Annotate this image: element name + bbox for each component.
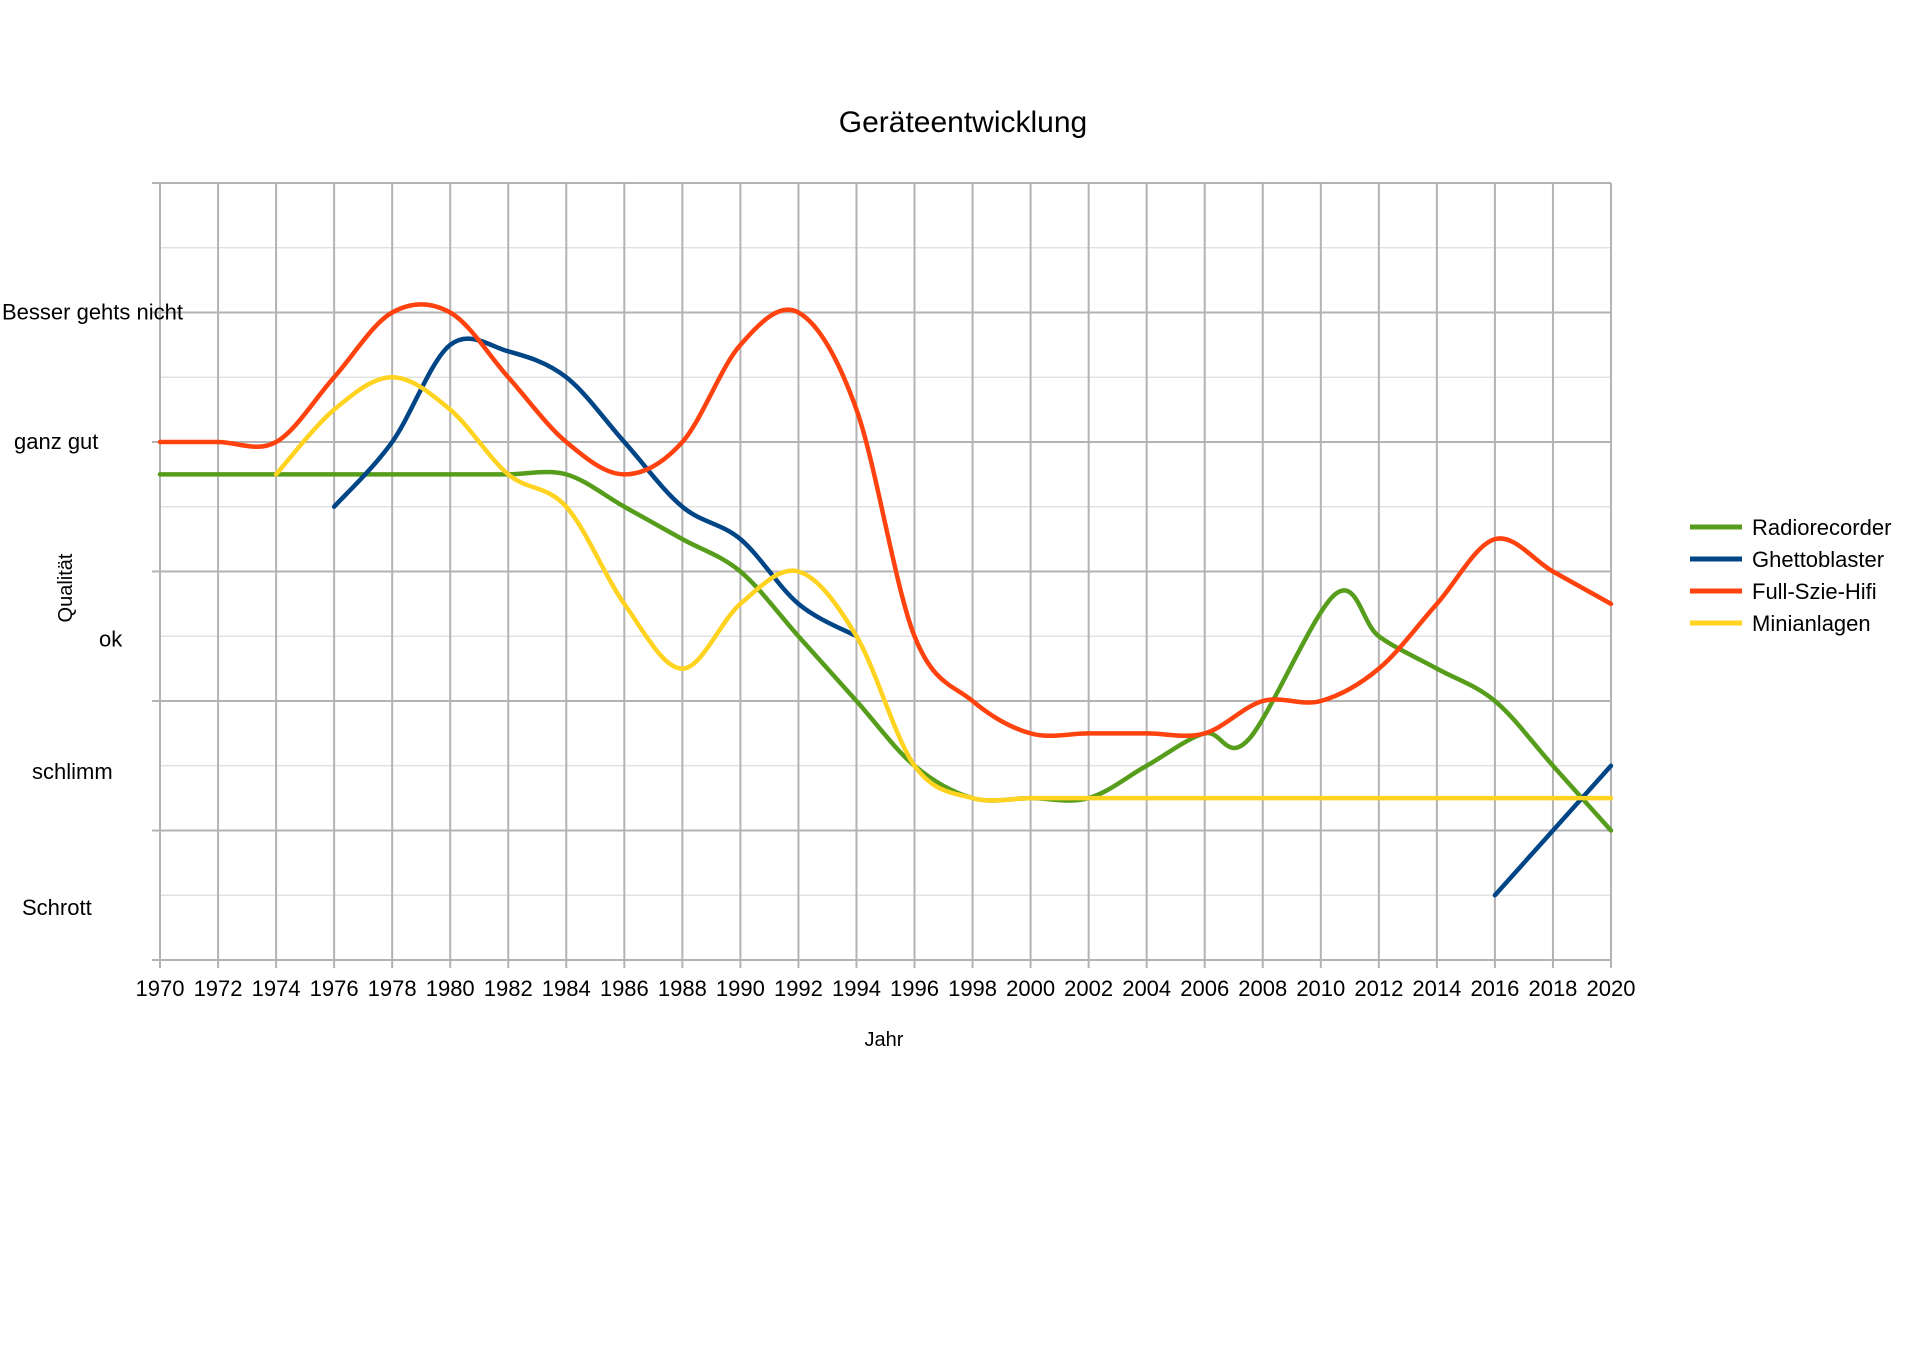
x-tick-label: 1976 xyxy=(310,976,359,1001)
x-tick-label: 1980 xyxy=(426,976,475,1001)
series-lines xyxy=(157,302,1614,898)
x-tick-label: 1982 xyxy=(484,976,533,1001)
y-category-label: Schrott xyxy=(22,895,92,920)
series-line-full-szie-hifi xyxy=(157,302,1614,738)
y-category-labels: Besser gehts nicht ganz gut ok schlimm Schro… xyxy=(2,300,183,921)
x-axis-ticks: 1970 1972 1974 1976 1978 1980 1982 1984 1986 1988… xyxy=(136,976,1636,1001)
grid xyxy=(152,182,1612,968)
x-tick-label: 1970 xyxy=(136,976,185,1001)
x-tick-label: 2008 xyxy=(1238,976,1287,1001)
x-tick-label: 2014 xyxy=(1412,976,1461,1001)
legend-label: Minianlagen xyxy=(1752,611,1871,636)
x-tick-label: 2012 xyxy=(1354,976,1403,1001)
series-line-minianlagen xyxy=(273,375,1614,803)
x-tick-label: 2002 xyxy=(1064,976,1113,1001)
x-tick-label: 1984 xyxy=(542,976,591,1001)
x-tick-label: 2004 xyxy=(1122,976,1171,1001)
y-category-label: schlimm xyxy=(32,759,113,784)
x-tick-label: 2000 xyxy=(1006,976,1055,1001)
legend: Radiorecorder Ghettoblaster Full-Szie-Hifi… xyxy=(1690,515,1891,636)
legend-label: Ghettoblaster xyxy=(1752,547,1884,572)
x-tick-label: 1994 xyxy=(832,976,881,1001)
series-line-ghettoblaster xyxy=(331,336,859,639)
x-tick-label: 1996 xyxy=(890,976,939,1001)
x-tick-label: 2020 xyxy=(1587,976,1636,1001)
x-tick-label: 1986 xyxy=(600,976,649,1001)
x-tick-label: 1972 xyxy=(194,976,243,1001)
legend-label: Radiorecorder xyxy=(1752,515,1891,540)
x-tick-label: 1978 xyxy=(368,976,417,1001)
x-tick-label: 1998 xyxy=(948,976,997,1001)
x-tick-label: 1988 xyxy=(658,976,707,1001)
y-axis-title: Qualität xyxy=(55,553,77,622)
series-line-ghettoblaster xyxy=(1492,763,1614,898)
x-axis-title: Jahr xyxy=(865,1029,904,1051)
legend-label: Full-Szie-Hifi xyxy=(1752,579,1877,604)
x-tick-label: 2006 xyxy=(1180,976,1229,1001)
x-tick-label: 1974 xyxy=(252,976,301,1001)
y-category-label: ok xyxy=(99,626,123,651)
x-tick-label: 1992 xyxy=(774,976,823,1001)
x-tick-label: 1990 xyxy=(716,976,765,1001)
y-category-label: Besser gehts nicht xyxy=(2,300,183,325)
x-tick-label: 2018 xyxy=(1528,976,1577,1001)
y-category-label: ganz gut xyxy=(14,429,98,454)
x-tick-label: 2010 xyxy=(1296,976,1345,1001)
x-tick-label: 2016 xyxy=(1470,976,1519,1001)
chart-title: Geräteentwicklung xyxy=(839,106,1087,139)
